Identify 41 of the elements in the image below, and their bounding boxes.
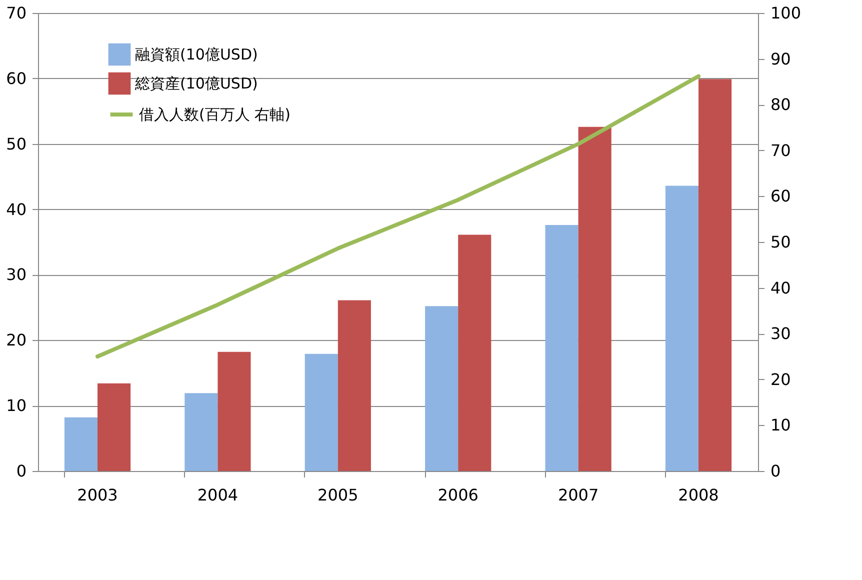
y-tick-label: 0	[16, 462, 26, 480]
y-tick-label: 50	[6, 134, 26, 154]
y2-tick-label: 0	[770, 462, 781, 480]
y-tick-label: 30	[6, 265, 26, 284]
y-tick-label: 20	[6, 330, 26, 350]
bar	[304, 354, 338, 471]
y-tick-label: 60	[6, 68, 26, 88]
bar	[458, 234, 492, 471]
x-tick-label: 2007	[558, 486, 599, 504]
bar	[218, 352, 251, 471]
y2-tick-label: 70	[770, 140, 791, 160]
legend-label: 融資額(10億USD)	[135, 46, 258, 64]
x-tick-label: 2005	[318, 486, 358, 504]
x-tick-label: 2004	[197, 486, 238, 504]
bar	[425, 306, 458, 471]
legend-label: 借入人数(百万人 右軸)	[139, 106, 290, 124]
x-tick-label: 2003	[77, 486, 118, 504]
bar	[578, 126, 612, 471]
x-tick-label: 2006	[438, 486, 478, 504]
y-tick-label: 70	[6, 4, 26, 22]
bar	[338, 300, 371, 471]
line-series	[96, 74, 700, 358]
bar	[665, 186, 698, 471]
y2-tick-label: 100	[770, 4, 802, 22]
y2-tick-label: 30	[770, 324, 791, 344]
y2-tick-label: 40	[770, 278, 791, 298]
bar	[184, 393, 218, 471]
y2-tick-label: 60	[770, 186, 791, 206]
legend-label: 総資産(10億USD)	[134, 74, 258, 92]
y2-tick-label: 90	[770, 49, 791, 68]
y2-tick-label: 20	[770, 370, 791, 389]
y-tick-label: 10	[6, 396, 26, 416]
y2-tick-label: 80	[770, 95, 791, 114]
bar	[64, 417, 98, 471]
y-tick-label: 40	[6, 200, 26, 219]
y2-tick-label: 50	[770, 232, 791, 252]
x-tick-label: 2008	[678, 486, 719, 504]
bar	[98, 383, 131, 471]
bar	[698, 79, 732, 471]
y2-tick-label: 10	[770, 416, 791, 435]
bar	[545, 224, 578, 471]
